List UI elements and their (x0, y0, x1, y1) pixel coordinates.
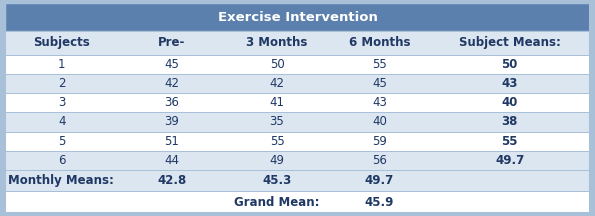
Text: 43: 43 (372, 96, 387, 109)
Bar (5, 112, 590, 132)
Text: 59: 59 (372, 135, 387, 148)
Text: 3 Months: 3 Months (246, 36, 308, 49)
Bar (5, 74, 590, 93)
Text: 36: 36 (164, 96, 179, 109)
Text: 49.7: 49.7 (365, 174, 394, 187)
Text: 50: 50 (502, 58, 518, 71)
Text: 3: 3 (58, 96, 65, 109)
Text: 51: 51 (164, 135, 179, 148)
Text: 49: 49 (270, 154, 284, 167)
Text: 40: 40 (502, 96, 518, 109)
Bar (5, 170, 590, 191)
Text: 6 Months: 6 Months (349, 36, 410, 49)
Text: 4: 4 (58, 115, 65, 128)
Text: 45.9: 45.9 (365, 195, 394, 209)
Text: 49.7: 49.7 (495, 154, 524, 167)
Bar (5, 93, 590, 112)
Text: 6: 6 (58, 154, 65, 167)
Text: 50: 50 (270, 58, 284, 71)
Bar (5, 191, 590, 213)
Text: 55: 55 (502, 135, 518, 148)
Text: 41: 41 (270, 96, 284, 109)
Bar (5, 3, 590, 31)
Bar (5, 151, 590, 170)
Text: 56: 56 (372, 154, 387, 167)
Text: 44: 44 (164, 154, 179, 167)
Text: 38: 38 (502, 115, 518, 128)
Text: Monthly Means:: Monthly Means: (8, 174, 114, 187)
Text: 42: 42 (164, 77, 179, 90)
Text: 55: 55 (372, 58, 387, 71)
Text: Grand Mean:: Grand Mean: (234, 195, 320, 209)
Text: 5: 5 (58, 135, 65, 148)
Text: 43: 43 (502, 77, 518, 90)
Text: Subject Means:: Subject Means: (459, 36, 560, 49)
Text: 45: 45 (372, 77, 387, 90)
Text: 55: 55 (270, 135, 284, 148)
Text: 40: 40 (372, 115, 387, 128)
Text: Pre-: Pre- (158, 36, 185, 49)
Bar (5, 55, 590, 74)
Text: Exercise Intervention: Exercise Intervention (218, 11, 377, 24)
Text: 39: 39 (164, 115, 179, 128)
Text: 45: 45 (164, 58, 179, 71)
Text: 1: 1 (58, 58, 65, 71)
Text: Subjects: Subjects (33, 36, 90, 49)
Text: 42: 42 (270, 77, 284, 90)
Text: 45.3: 45.3 (262, 174, 292, 187)
Text: 2: 2 (58, 77, 65, 90)
Text: 42.8: 42.8 (157, 174, 186, 187)
Text: 35: 35 (270, 115, 284, 128)
Bar (5, 31, 590, 55)
Bar (5, 132, 590, 151)
